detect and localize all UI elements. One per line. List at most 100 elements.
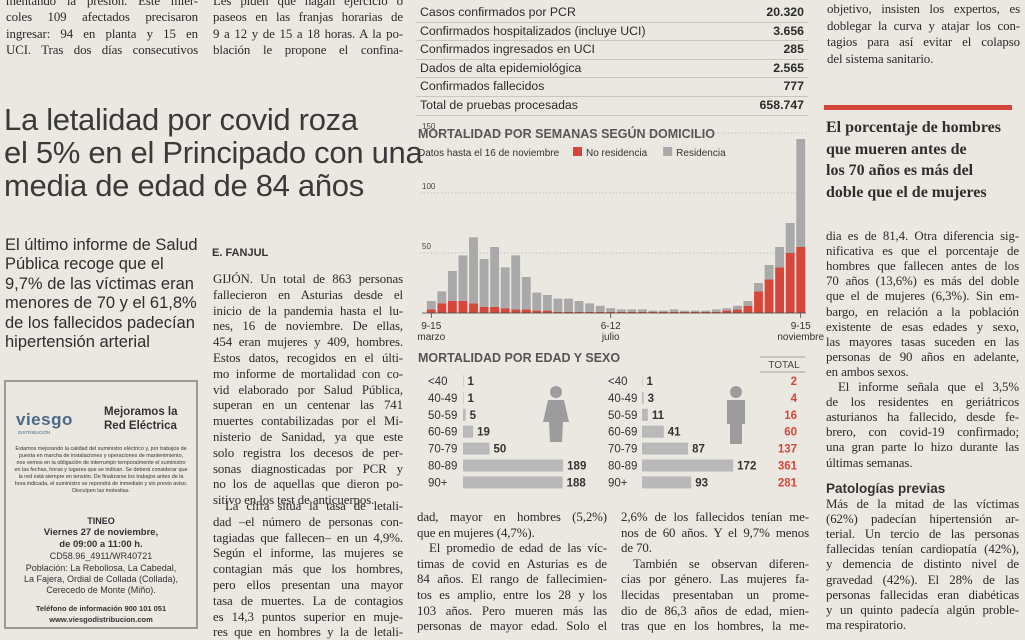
text-line: mo informe de mortalidad con co- — [213, 366, 403, 381]
bar-segment — [447, 271, 457, 301]
subhead-line: Pública recoge que el — [5, 255, 164, 274]
ad-place: TINEO — [87, 516, 115, 526]
bar-segment — [775, 247, 785, 268]
bar — [463, 408, 466, 421]
category-label: 40-49 — [608, 393, 637, 405]
ad-location: Cerecedo de Monte (Miño). — [46, 585, 156, 595]
category-label: 70-79 — [608, 444, 637, 456]
bar-segment — [479, 259, 489, 307]
bar — [642, 442, 689, 455]
bar-segment — [616, 311, 626, 313]
total-label: 4 — [791, 393, 798, 405]
sidebar-headline-line: que mueren antes de — [826, 140, 967, 158]
bar-segment — [511, 255, 521, 310]
cell-value: 285 — [783, 42, 804, 57]
text-line: terial. Un tercio de las personas — [826, 527, 1019, 542]
cell-value: 3.656 — [773, 23, 804, 38]
ad-locations: Población: La Rebollosa, La Cabedal, La F… — [6, 563, 196, 596]
text-line: pero ellos presentan una mayor — [213, 578, 403, 592]
text-line: ingresar: 94 en planta y 15 en — [6, 26, 198, 41]
bar-segment — [479, 307, 489, 313]
bar-segment — [754, 291, 763, 313]
bar-segment — [426, 309, 436, 313]
text-line: (62%) padecían hipertensión ar- — [826, 512, 1019, 527]
text-line: dad, mayor en hombres (5,2%) — [417, 510, 607, 524]
bar-segment — [722, 308, 732, 311]
text-line: fallecieron en Asturias desde el — [213, 287, 403, 302]
text-line: superan en un centenar las 741 — [213, 398, 403, 413]
subheading: Patologías previas — [826, 481, 946, 496]
bar-segment — [490, 307, 500, 313]
male-icon — [727, 386, 745, 444]
legend-swatch — [663, 147, 673, 156]
text-line: Más de la mitad de las víctimas — [826, 497, 1019, 511]
bar-segment — [553, 298, 563, 312]
category-label: 80-89 — [608, 461, 637, 473]
text-line: Estos datos, recogidos en el últi- — [213, 351, 403, 365]
total-label: 2 — [791, 376, 797, 388]
legend-label: Residencia — [676, 148, 726, 159]
bar-segment — [754, 283, 763, 292]
bar-segment — [659, 311, 668, 313]
text-line: 103 años. Pero mueren más las — [417, 603, 607, 618]
text-line: que el de mujeres (6,3%). Sin em- — [826, 289, 1019, 304]
bar-segment — [711, 311, 721, 313]
text-line: tagios para así evitar el colapso — [827, 35, 1020, 50]
text-line: hombres que fallecen antes de los — [826, 259, 1019, 274]
text-line: brero, con covid-19 confirmado; — [826, 425, 1019, 440]
bar-segment — [447, 301, 457, 313]
text-line: solo registra los decesos de per- — [213, 445, 403, 460]
text-line: una gran parte lo hizo durante las — [826, 440, 1019, 455]
bar-segment — [785, 223, 795, 253]
category-label: 60-69 — [428, 427, 457, 439]
subhead-line: de los fallecidos padecían — [5, 313, 195, 332]
value-label: 19 — [477, 427, 490, 439]
bar-segment — [458, 301, 468, 313]
text-line: personas de mayor edad. Solo el — [417, 619, 607, 634]
bar-segment — [732, 305, 742, 310]
bar-segment — [595, 311, 605, 313]
value-label: 41 — [668, 427, 681, 439]
text-line: y demencia de distinto nivel de — [826, 557, 1019, 572]
bar-segment — [637, 311, 647, 313]
bar — [463, 425, 474, 438]
table-row: Confirmados ingresados en UCI 285 — [416, 41, 808, 60]
chart-subtitle: Datos hasta el 16 de noviembre — [418, 148, 560, 159]
text-line: tos es amplio, entre los 28 y los — [417, 588, 607, 602]
bar — [463, 442, 490, 455]
bar — [463, 459, 564, 472]
cell-label: Confirmados fallecidos — [420, 79, 545, 94]
ad-location: La Fajera, Ordial de Collada (Collada), — [23, 574, 179, 584]
value-label: 87 — [692, 444, 705, 456]
chart-title: MORTALIDAD POR EDAD Y SEXO — [418, 351, 620, 365]
bar-segment — [500, 267, 510, 309]
advertisement: viesgo DISTRIBUCIÓN Mejoramos la Red Elé… — [4, 380, 198, 629]
y-tick-label: 50 — [422, 242, 431, 251]
total-label: 137 — [778, 444, 797, 456]
bar-segment — [585, 311, 595, 313]
text-line: paseos en las franjas horarias de — [213, 10, 403, 25]
total-label: 60 — [784, 427, 797, 439]
bar — [642, 391, 644, 404]
cell-label: Total de pruebas procesadas — [420, 97, 578, 112]
text-line: del sistema sanitario. — [827, 51, 934, 66]
text-line: timas de covid en Asturias es de — [417, 556, 607, 571]
bar-segment — [469, 237, 478, 304]
bar-segment — [437, 291, 447, 304]
text-line: GIJÓN. Un total de 863 personas — [213, 272, 403, 286]
bar-segment — [701, 311, 711, 313]
text-line: personas fallecidas eran diabéticas — [826, 587, 1019, 602]
value-label: 189 — [567, 461, 586, 473]
chart-title: MORTALIDAD POR SEMANAS SEGÚN DOMICILIO — [418, 126, 715, 141]
bar-segment — [521, 277, 531, 310]
bar — [642, 425, 664, 438]
bar-segment — [606, 308, 616, 312]
text-line: 9 a 12 y de 15 a 18 horas. A la po- — [213, 26, 403, 41]
bar-segment — [542, 310, 552, 313]
text-line: dio de 86,3 años de edad, mien- — [621, 603, 809, 618]
cell-value: 2.565 — [773, 60, 804, 75]
text-line: tagiadas que fallecen– en un 4,9%. — [213, 530, 403, 545]
value-label: 11 — [652, 410, 665, 422]
